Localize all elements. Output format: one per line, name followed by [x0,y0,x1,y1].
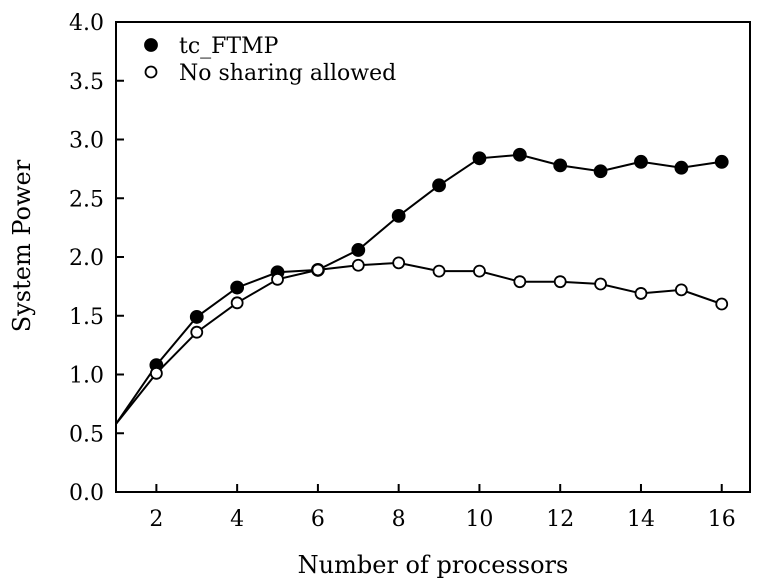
data-point [432,264,446,278]
x-tick-label: 2 [149,507,163,532]
data-point [715,297,729,311]
data-point [674,283,688,297]
y-tick-label: 0.5 [69,422,104,447]
data-point [553,158,568,173]
y-tick-label: 0.0 [69,481,104,506]
x-tick-label: 6 [311,507,325,532]
data-point [149,366,163,380]
data-point [190,325,204,339]
y-axis-title: System Power [8,159,36,332]
data-point [553,275,567,289]
data-point [473,264,486,278]
y-axis: 0.0 0.5 1.0 1.5 2.0 2.5 3.0 3.5 4.0 [69,11,124,506]
legend-marker [144,65,158,79]
data-point [512,147,527,162]
x-tick-label: 4 [230,507,244,532]
data-point [230,296,244,310]
data-point [714,154,729,169]
x-axis: 2 4 6 8 10 12 14 16 [149,484,736,532]
x-tick-label: 16 [708,507,736,532]
y-tick-label: 3.0 [69,129,104,154]
data-point [351,243,366,257]
data-point [271,272,284,286]
data-point [513,275,527,289]
data-point [351,258,365,272]
data-point [594,277,607,291]
data-point [189,310,204,324]
series-2 [115,256,729,425]
legend-marker [144,38,158,52]
data-point [392,256,406,270]
series-layer [115,147,729,425]
data-point [593,164,608,179]
series-line [115,261,723,425]
data-point [634,287,648,300]
data-point [674,160,689,175]
data-point [391,208,406,223]
x-axis-title: Number of processors [298,551,569,579]
data-point [230,280,245,295]
plot-frame [115,21,751,493]
y-tick-label: 1.0 [69,364,104,389]
data-point [472,151,487,166]
y-tick-label: 2.5 [69,187,104,212]
legend-label: tc_FTMP [179,34,279,59]
x-tick-label: 14 [627,507,655,532]
legend-label: No sharing allowed [179,61,396,86]
data-point [311,263,325,277]
y-tick-label: 3.5 [69,70,104,95]
y-tick-label: 1.5 [69,305,104,330]
y-tick-label: 2.0 [69,246,104,271]
x-tick-label: 12 [546,507,574,532]
data-point [634,154,648,169]
x-tick-label: 10 [465,507,493,532]
series-line [115,153,722,425]
data-point [432,178,446,193]
x-tick-label: 8 [392,507,406,532]
y-tick-label: 4.0 [69,11,104,36]
series-1 [115,147,729,425]
